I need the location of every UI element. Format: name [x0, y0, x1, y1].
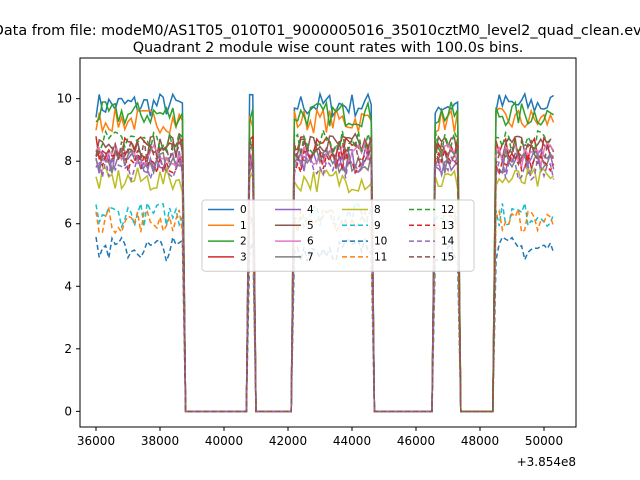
- plot-frame: [79, 57, 577, 428]
- x-tick-label: 44000: [333, 434, 371, 448]
- legend-label: 9: [374, 220, 381, 232]
- y-tick-label: 0: [64, 404, 72, 418]
- legend-label: 4: [307, 204, 314, 216]
- legend-label: 14: [441, 236, 455, 248]
- legend-label: 7: [307, 251, 314, 263]
- legend-box: [201, 199, 475, 272]
- y-tick-label: 2: [64, 342, 72, 356]
- legend-label: 2: [240, 236, 247, 248]
- y-tick-label: 6: [64, 217, 72, 231]
- legend-label: 11: [374, 251, 387, 263]
- x-offset-label: +3.854e8: [517, 455, 576, 469]
- x-tick-label: 38000: [141, 434, 179, 448]
- legend-label: 0: [240, 204, 247, 216]
- legend-label: 10: [374, 236, 387, 248]
- legend-label: 3: [240, 251, 247, 263]
- x-tick-label: 42000: [269, 434, 307, 448]
- y-tick-label: 8: [64, 154, 72, 168]
- series-line-7: [95, 146, 555, 413]
- legend-label: 6: [307, 236, 314, 248]
- x-tick-label: 50000: [525, 434, 563, 448]
- series-line-15: [95, 138, 554, 413]
- legend-label: 12: [441, 204, 454, 216]
- legend-label: 15: [441, 251, 454, 263]
- legend-label: 5: [307, 220, 314, 232]
- chart-title: Quadrant 2 module wise count rates with …: [133, 40, 524, 56]
- x-tick-label: 46000: [397, 434, 435, 448]
- series-line-13: [95, 146, 555, 413]
- series-line-4: [95, 147, 555, 413]
- series-line-6: [95, 140, 555, 413]
- series-line-14: [95, 153, 555, 413]
- legend-label: 13: [441, 220, 454, 232]
- x-axis: 36000 38000 40000 42000 44000 46000 48000 50000: [77, 427, 563, 448]
- legend-label: 1: [240, 220, 247, 232]
- x-tick-label: 36000: [77, 434, 115, 448]
- x-tick-label: 48000: [461, 434, 499, 448]
- legend-label: 8: [374, 204, 381, 216]
- y-tick-label: 10: [57, 92, 72, 106]
- suptitle: Data from file: modeM0/AS1T05_010T01_900…: [0, 23, 640, 39]
- y-axis: 0 2 4 6 8 10: [57, 92, 80, 418]
- y-tick-label: 4: [64, 279, 72, 293]
- x-tick-label: 40000: [205, 434, 243, 448]
